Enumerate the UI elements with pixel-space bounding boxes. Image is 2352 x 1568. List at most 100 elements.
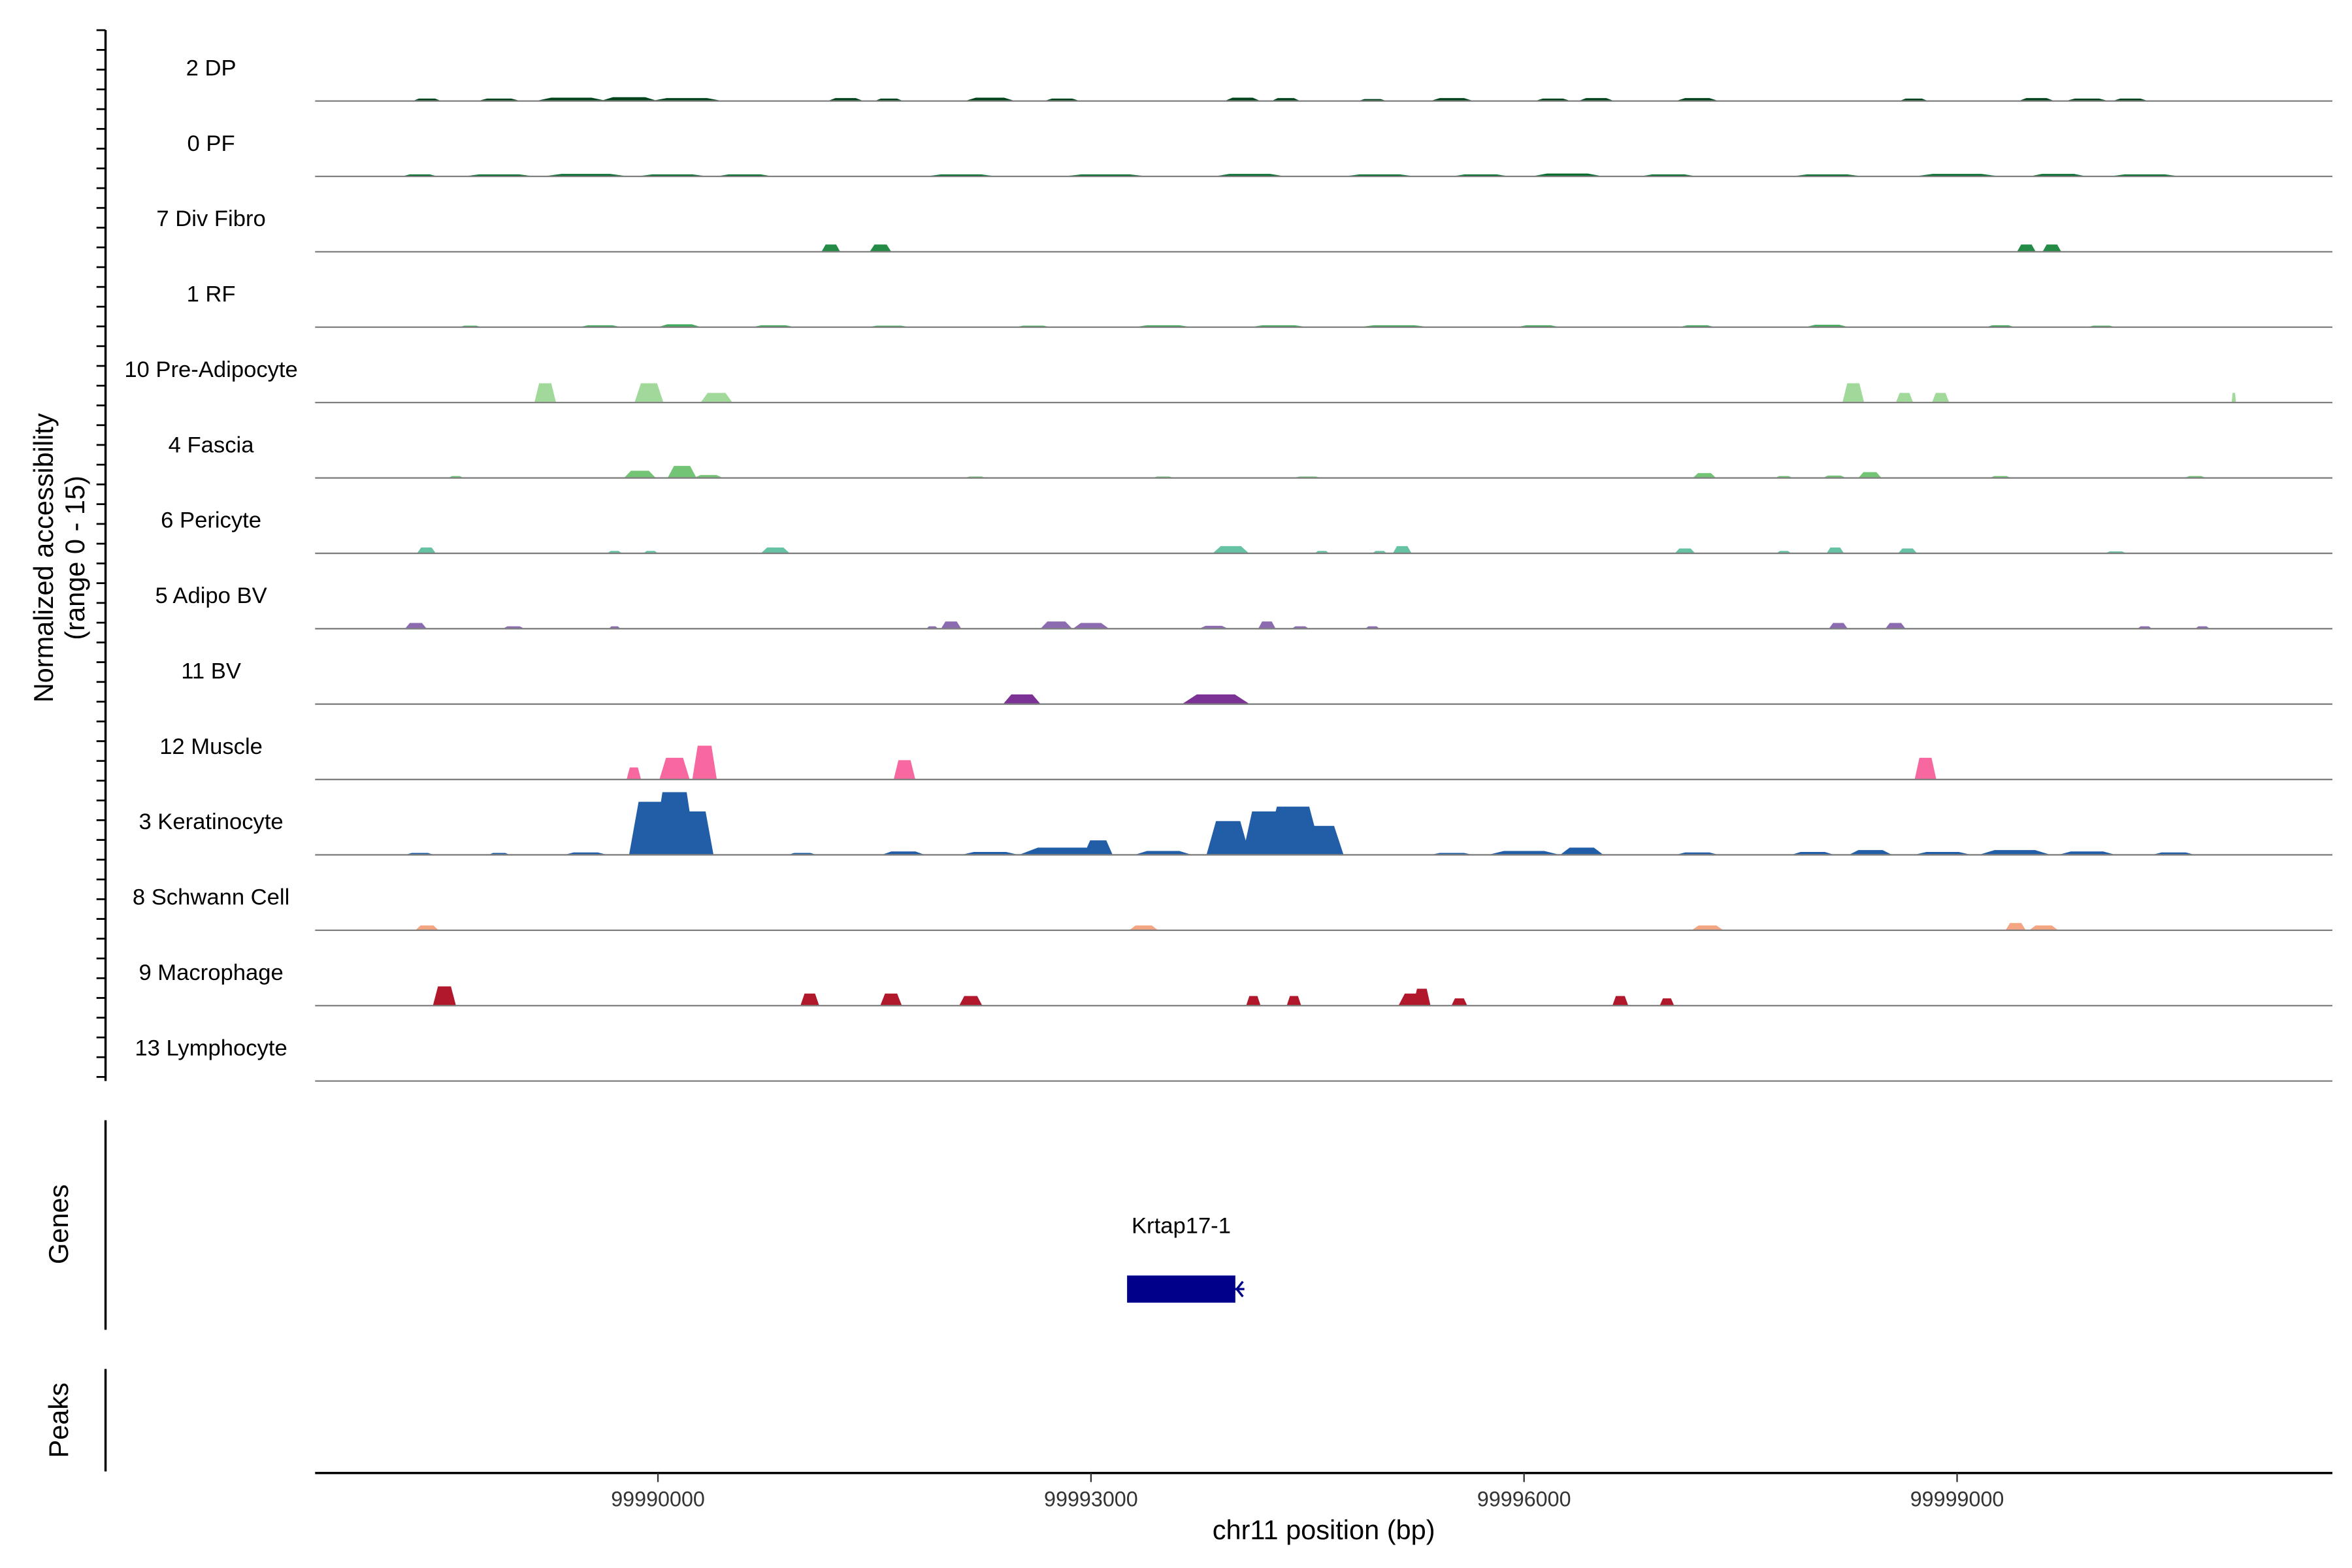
track-5-adipo-bv: 5 Adipo BV: [155, 583, 2332, 630]
track-label: 6 Pericyte: [161, 508, 261, 533]
coverage-peak: [634, 383, 664, 403]
gene-strand-arrow-icon: [1232, 1281, 1245, 1298]
coverage-peak: [881, 851, 925, 855]
coverage-peak: [1392, 546, 1412, 553]
track-6-pericyte: 6 Pericyte: [161, 508, 2332, 555]
coverage-peak: [964, 97, 1015, 101]
x-tick-label: 99993000: [1044, 1487, 1138, 1511]
coverage-peak: [1914, 757, 1936, 780]
x-axis-title: chr11 position (bp): [1213, 1514, 1435, 1545]
gene-body: [1127, 1275, 1235, 1303]
coverage-peak: [692, 745, 717, 780]
coverage-peak: [1932, 393, 1950, 403]
track-7-div-fibro: 7 Div Fibro: [156, 206, 2332, 253]
track-label: 3 Keratinocyte: [139, 809, 283, 834]
coverage-peak: [700, 393, 733, 403]
genes-panel-label: Genes: [43, 1184, 74, 1264]
coverage-peak: [1040, 621, 1073, 629]
coverage-peak: [1848, 850, 1893, 855]
coverage-peak: [1083, 840, 1113, 855]
coverage-peak: [1858, 472, 1882, 478]
coverage-peak: [1895, 393, 1914, 403]
coverage-peak: [1612, 996, 1629, 1006]
coverage-peak: [624, 470, 656, 478]
coverage-peak: [1206, 821, 1250, 855]
coverage-peak: [1129, 925, 1158, 930]
coverage-peak: [417, 547, 436, 553]
track-3-keratinocyte: 3 Keratinocyte: [139, 792, 2332, 856]
x-tick-label: 99999000: [1910, 1487, 2004, 1511]
track-label: 7 Div Fibro: [156, 206, 265, 231]
coverage-peak: [800, 993, 819, 1006]
coverage-peak: [2029, 925, 2059, 930]
track-label: 8 Schwann Cell: [133, 885, 289, 910]
coverage-peak: [659, 757, 690, 780]
coverage-peak: [821, 244, 841, 252]
coverage-peak: [1246, 996, 1261, 1006]
coverage-peak: [1224, 97, 1261, 101]
coverage-peak: [2042, 244, 2062, 252]
coverage-peak: [1693, 473, 1716, 478]
coverage-tracks: 2 DP 0 PF 7 Div Fibro 1 RF 10 Pre-Adipocyte 4…: [124, 56, 2332, 1082]
coverage-peak: [1413, 988, 1431, 1006]
coverage-peak: [1286, 996, 1301, 1006]
track-label: 10 Pre-Adipocyte: [124, 357, 298, 382]
track-label: 12 Muscle: [159, 734, 263, 759]
track-label: 9 Macrophage: [139, 960, 283, 985]
track-label: 13 Lymphocyte: [135, 1036, 287, 1060]
coverage-peak: [1978, 850, 2051, 855]
coverage-peak: [1213, 546, 1249, 553]
track-label: 11 BV: [181, 659, 241, 683]
coverage-peak: [2058, 851, 2116, 855]
coverage-peak: [433, 986, 456, 1006]
track-12-muscle: 12 Muscle: [159, 734, 2332, 781]
coverage-peak: [1258, 621, 1276, 629]
coverage-peak: [1134, 851, 1192, 855]
track-label: 5 Adipo BV: [155, 583, 267, 608]
coverage-peak: [404, 623, 427, 629]
coverage-peak: [534, 383, 557, 403]
coverage-peak: [2231, 393, 2236, 403]
track-13-lymphocyte: 13 Lymphocyte: [135, 1036, 2332, 1082]
coverage-peak: [1019, 847, 1105, 855]
coverage-y-ticks: [96, 29, 106, 1078]
coverage-peak: [1182, 694, 1250, 704]
track-label: 0 PF: [188, 131, 235, 156]
track-label: 4 Fascia: [169, 433, 255, 457]
coverage-peak: [1829, 623, 1848, 629]
coverage-peak: [1898, 548, 1918, 553]
coverage-peak: [1300, 826, 1344, 855]
coverage-peak: [880, 993, 902, 1006]
coverage-peak: [1659, 998, 1674, 1006]
coverage-peak: [893, 760, 915, 780]
track-10-pre-adipocyte: 10 Pre-Adipocyte: [124, 357, 2332, 404]
coverage-peak: [1451, 998, 1467, 1006]
track-1-rf: 1 RF: [187, 282, 2332, 328]
coverage-peak: [1885, 623, 1906, 629]
track-label: 2 DP: [186, 56, 237, 80]
track-label: 1 RF: [187, 282, 236, 307]
coverage-peak: [677, 811, 714, 855]
track-0-pf: 0 PF: [188, 131, 2332, 178]
track-2-dp: 2 DP: [186, 56, 2332, 102]
coverage-peak: [2005, 923, 2026, 930]
x-tick-label: 99990000: [611, 1487, 705, 1511]
x-tick-label: 99996000: [1477, 1487, 1571, 1511]
peaks-panel-label: Peaks: [43, 1382, 74, 1458]
y-axis-title: Normalized accessibility: [28, 413, 59, 702]
coverage-peak: [2017, 244, 2036, 252]
coverage-peak: [1003, 694, 1041, 704]
coverage-peak: [600, 97, 659, 101]
x-axis-ticks: 99990000 99993000 99996000 99999000: [611, 1473, 2004, 1511]
coverage-peak: [1073, 623, 1109, 629]
coverage-peak: [1674, 548, 1695, 553]
coverage-peak: [667, 466, 697, 478]
coverage-peak: [627, 767, 642, 780]
coverage-peak: [760, 547, 790, 553]
track-11-bv: 11 BV: [181, 659, 2332, 705]
gene-label: Krtap17-1: [1132, 1214, 1231, 1239]
track-9-macrophage: 9 Macrophage: [139, 960, 2332, 1007]
coverage-peak: [941, 621, 962, 629]
coverage-peak: [959, 996, 983, 1006]
